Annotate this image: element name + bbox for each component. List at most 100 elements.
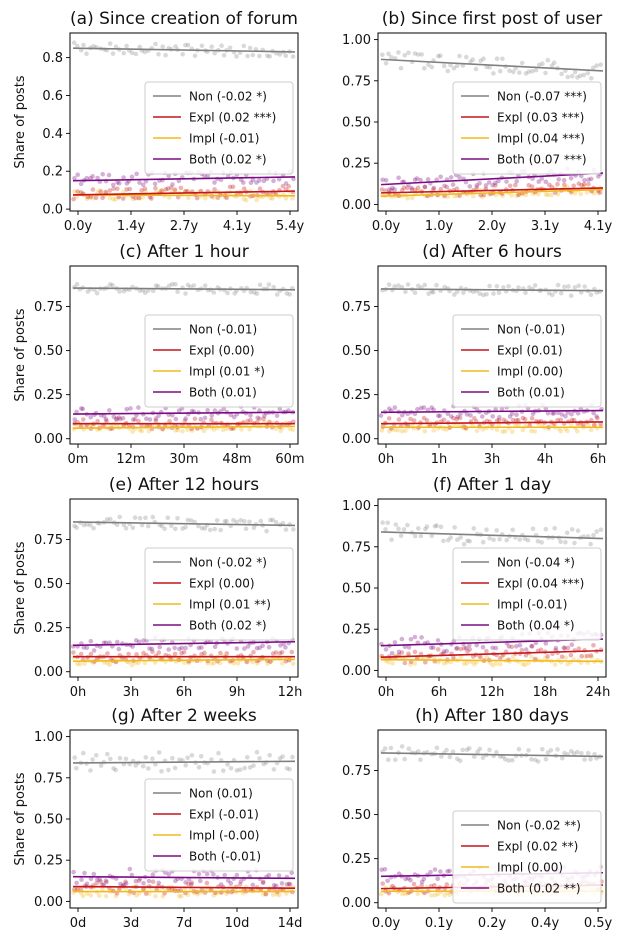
- legend-box: [452, 314, 602, 408]
- data-point: [451, 66, 457, 71]
- data-point: [209, 757, 214, 762]
- data-point: [124, 43, 129, 49]
- data-point: [586, 177, 591, 182]
- data-point: [396, 283, 401, 288]
- trend-line-non: [72, 47, 296, 53]
- data-point: [389, 537, 394, 542]
- data-point: [276, 873, 282, 878]
- data-point: [139, 428, 144, 434]
- points-impl: [379, 420, 604, 434]
- data-point: [254, 645, 260, 651]
- data-point: [172, 765, 178, 771]
- data-point: [526, 183, 532, 188]
- data-point: [403, 289, 408, 295]
- panel-title: (c) After 1 hour: [119, 242, 248, 262]
- data-point: [177, 893, 182, 899]
- data-point: [513, 422, 518, 428]
- x-tick-label: 9h: [229, 685, 246, 700]
- data-point: [543, 179, 549, 185]
- data-point: [250, 660, 256, 665]
- y-tick-label: 0.25: [34, 854, 63, 869]
- data-point: [396, 526, 401, 532]
- data-point: [115, 180, 120, 185]
- y-tick-label: 1.00: [342, 33, 371, 48]
- data-point: [268, 195, 273, 201]
- data-point: [115, 639, 120, 645]
- data-point: [104, 879, 109, 885]
- data-point: [128, 406, 133, 411]
- data-point: [166, 647, 171, 652]
- data-point: [401, 185, 407, 190]
- data-point: [568, 176, 574, 181]
- data-point: [133, 878, 139, 884]
- data-point: [387, 429, 392, 434]
- data-point: [134, 652, 139, 657]
- data-point: [500, 654, 505, 659]
- data-point: [224, 518, 229, 524]
- data-point: [218, 527, 223, 533]
- data-point: [543, 70, 548, 76]
- data-point: [424, 418, 430, 423]
- data-point: [231, 517, 236, 523]
- data-point: [575, 411, 581, 416]
- y-tick-label: 0.50: [342, 344, 371, 359]
- data-point: [483, 183, 489, 188]
- data-point: [509, 644, 515, 650]
- data-point: [225, 878, 231, 883]
- data-point: [156, 650, 162, 655]
- plot-frame: [69, 265, 299, 445]
- data-point: [160, 893, 166, 899]
- x-tick-label: 4.1y: [223, 219, 252, 234]
- y-tick-label: 0.25: [34, 388, 63, 403]
- data-point: [576, 646, 582, 651]
- data-point: [507, 414, 513, 419]
- data-point: [437, 413, 443, 419]
- data-point: [588, 756, 593, 762]
- data-point: [471, 526, 477, 531]
- data-point: [500, 56, 505, 62]
- data-point: [597, 190, 603, 195]
- data-point: [111, 182, 116, 188]
- data-point: [124, 187, 129, 192]
- data-point: [263, 891, 269, 897]
- data-point: [141, 638, 146, 643]
- data-point: [195, 892, 200, 897]
- data-point: [452, 525, 457, 530]
- panel-title: (g) After 2 weeks: [111, 706, 257, 726]
- data-point: [107, 662, 112, 667]
- data-point: [79, 190, 84, 195]
- x-tick-label: 24h: [586, 685, 611, 700]
- data-point: [133, 195, 138, 201]
- data-point: [117, 181, 122, 186]
- trend-line-both: [72, 640, 296, 647]
- data-point: [582, 284, 587, 289]
- trend-line-non: [72, 760, 296, 764]
- legend-entry: Both (0.02 *): [189, 618, 267, 632]
- data-point: [150, 756, 155, 761]
- data-point: [173, 44, 178, 49]
- data-point: [478, 58, 484, 63]
- data-point: [497, 415, 502, 420]
- data-point: [222, 519, 228, 524]
- data-point: [146, 428, 152, 434]
- data-point: [72, 417, 78, 422]
- data-point: [549, 192, 554, 198]
- data-point: [149, 646, 155, 652]
- data-point: [517, 537, 522, 542]
- data-point: [266, 282, 272, 287]
- data-point: [241, 43, 247, 49]
- data-point: [105, 660, 110, 666]
- data-point: [251, 763, 256, 768]
- data-point: [598, 62, 603, 67]
- data-point: [245, 644, 251, 649]
- data-point: [116, 194, 122, 200]
- data-point: [555, 417, 560, 423]
- data-point: [572, 285, 578, 290]
- data-point: [408, 416, 413, 422]
- data-point: [543, 192, 549, 197]
- data-point: [471, 662, 477, 667]
- data-point: [72, 176, 77, 181]
- data-point: [435, 660, 441, 665]
- data-point: [78, 651, 84, 657]
- data-point: [412, 51, 418, 56]
